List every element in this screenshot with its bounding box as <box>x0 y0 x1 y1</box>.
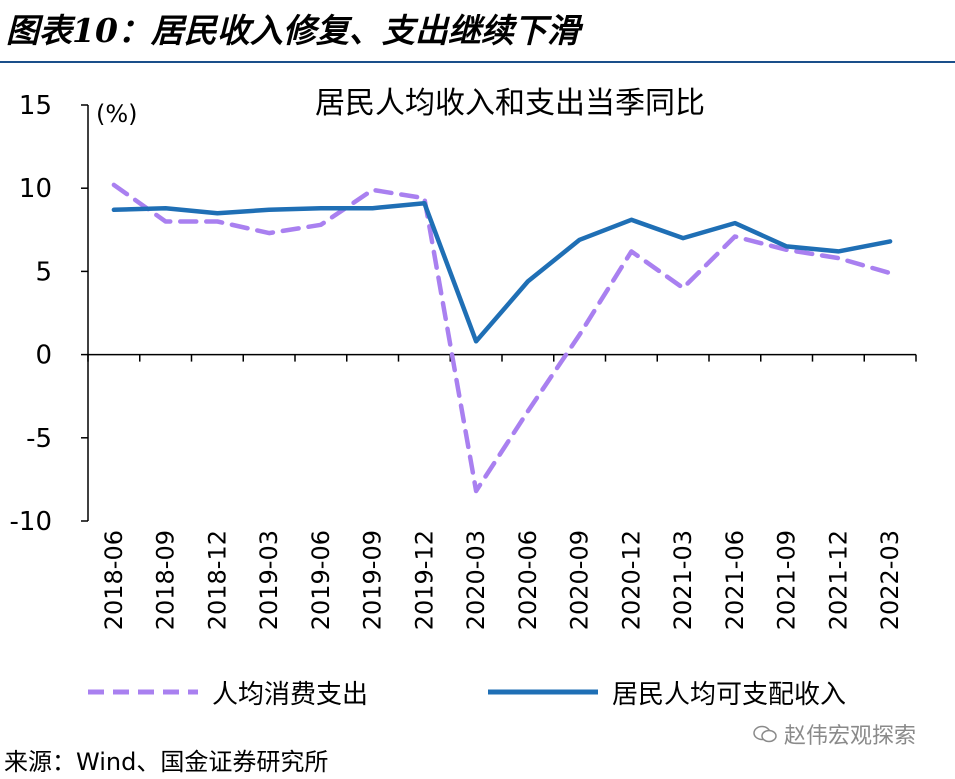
legend-label-consumption: 人均消费支出 <box>212 679 369 710</box>
x-tick-label: 2021-03 <box>669 530 697 630</box>
legend-swatch-income <box>488 689 598 695</box>
series-line-consumption <box>111 182 893 494</box>
x-tick-label: 2020-03 <box>462 530 490 630</box>
x-tick-label: 2019-03 <box>255 530 283 630</box>
y-tick-label: 5 <box>35 257 52 287</box>
y-tick-label: 0 <box>35 341 52 371</box>
y-tick-label: -10 <box>10 507 52 537</box>
y-tick-label: -5 <box>26 424 52 454</box>
legend: 人均消费支出 居民人均可支配收入 <box>0 672 955 712</box>
wechat-icon <box>753 725 777 743</box>
legend-swatch-consumption <box>88 689 198 695</box>
x-tick-label: 2019-12 <box>410 530 438 630</box>
source-note: 来源：Wind、国金证券研究所 <box>4 748 329 776</box>
x-tick-label: 2019-09 <box>359 530 387 630</box>
x-tick-label: 2020-09 <box>566 530 594 630</box>
series-layer <box>111 182 893 494</box>
x-tick-label: 2020-06 <box>514 530 542 630</box>
x-tick-label: 2018-12 <box>203 530 231 630</box>
legend-item-income: 居民人均可支配收入 <box>488 672 846 712</box>
x-tick-label: 2021-06 <box>721 530 749 630</box>
y-tick-label: 15 <box>19 91 52 121</box>
x-tick-label: 2018-09 <box>152 530 180 630</box>
line-chart: 居民人均收入和支出当季同比 (%) -10 -5 0 5 10 15 2018-06 2018… <box>10 86 917 630</box>
chart-title: 居民人均收入和支出当季同比 <box>315 86 705 121</box>
y-axis-unit: (%) <box>96 100 138 128</box>
figure-title: 图表10：居民收入修复、支出继续下滑 <box>6 11 580 50</box>
title-rule <box>0 61 955 63</box>
x-tick-label: 2022-03 <box>876 530 904 630</box>
axes: -10 -5 0 5 10 15 2018-06 2018-09 2018-12 2019-03 2… <box>10 91 917 630</box>
x-tick-label: 2019-06 <box>307 530 335 630</box>
x-tick-label: 2020-12 <box>617 530 645 630</box>
legend-label-income: 居民人均可支配收入 <box>612 679 847 710</box>
y-tick-label: 10 <box>19 174 52 204</box>
legend-item-consumption: 人均消费支出 <box>88 672 368 712</box>
x-tick-label: 2021-12 <box>824 530 852 630</box>
x-tick-label: 2018-06 <box>100 530 128 630</box>
watermark: 赵伟宏观探索 <box>752 718 916 750</box>
x-tick-label: 2021-09 <box>773 530 801 630</box>
watermark-text: 赵伟宏观探索 <box>784 724 917 749</box>
series-line-income <box>111 200 893 344</box>
